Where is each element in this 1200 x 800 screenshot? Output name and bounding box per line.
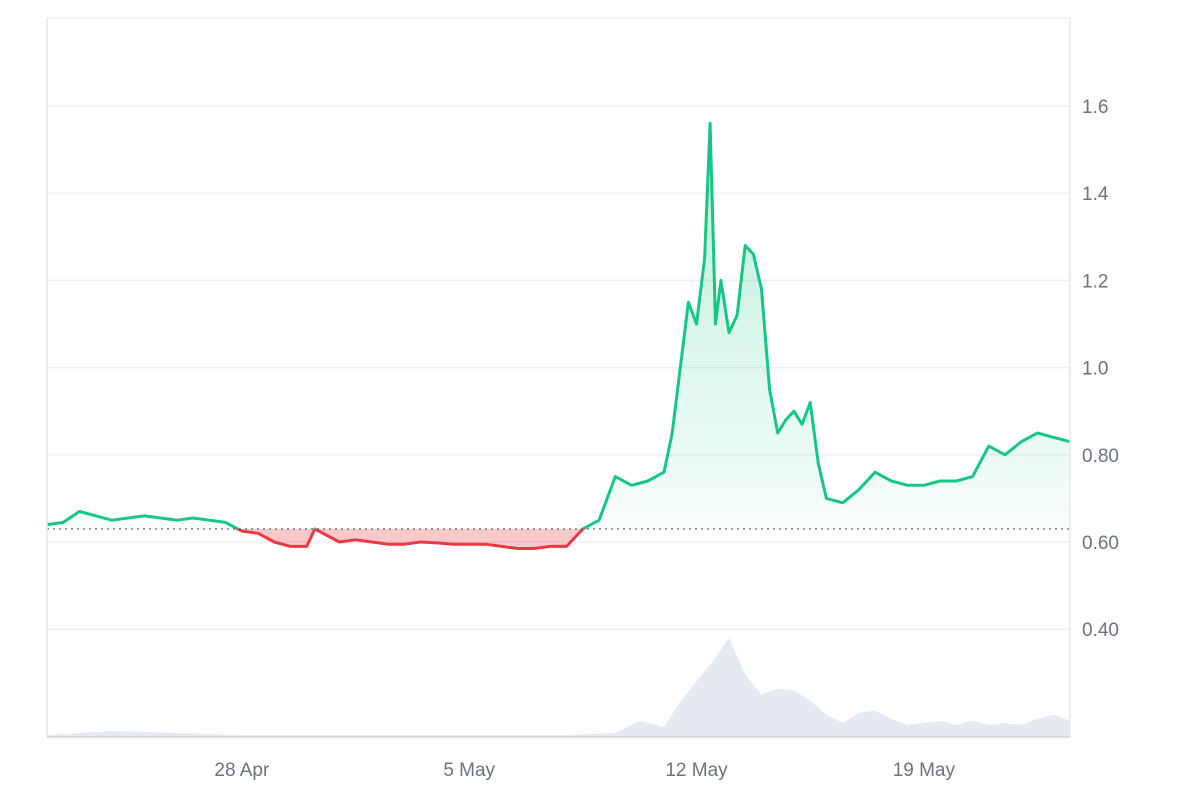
price-line-up (46, 121, 1071, 529)
y-tick-label: 0.40 (1082, 620, 1119, 641)
y-tick-label: 0.60 (1082, 533, 1119, 554)
y-axis-ticks: 0.40 0.60 0.80 1.0 1.2 1.4 1.6 (1082, 97, 1119, 641)
volume-bars (47, 638, 1070, 737)
x-tick-label: 28 Apr (214, 760, 270, 781)
area-fill-down (47, 528, 1070, 549)
grid-lines (47, 105, 1070, 630)
y-tick-label: 1.4 (1082, 184, 1109, 205)
price-line (46, 121, 1071, 550)
area-fill-up (47, 123, 1070, 529)
x-tick-label: 19 May (893, 760, 956, 781)
y-tick-label: 1.0 (1082, 359, 1108, 380)
x-axis-ticks: 28 Apr 5 May 12 May 19 May (214, 760, 955, 781)
x-tick-label: 12 May (665, 760, 728, 781)
plot-frame (46, 17, 1071, 738)
y-tick-label: 1.2 (1082, 271, 1108, 292)
x-tick-label: 5 May (443, 760, 495, 781)
y-tick-label: 0.80 (1082, 446, 1119, 467)
y-tick-label: 1.6 (1082, 97, 1108, 118)
volume-area (47, 638, 1070, 737)
area-fill (47, 123, 1070, 549)
price-line-down (234, 528, 587, 550)
